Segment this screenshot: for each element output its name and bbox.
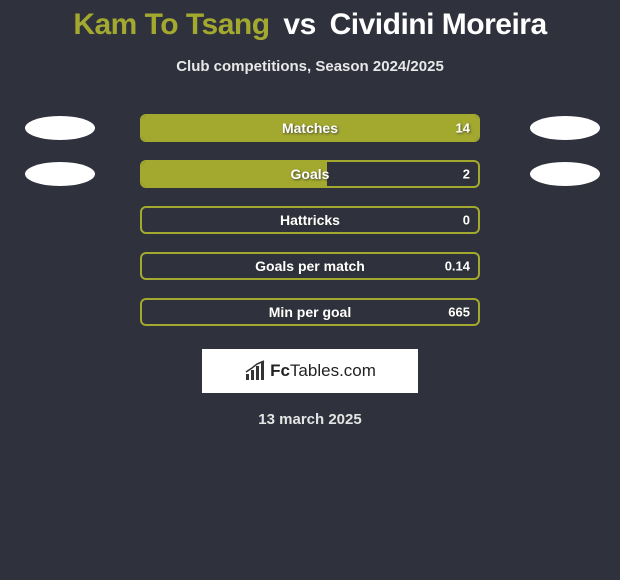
stat-row: Matches 14 [0, 105, 620, 151]
player1-pill [25, 116, 95, 140]
subtitle: Club competitions, Season 2024/2025 [0, 58, 620, 75]
stat-row: Goals 2 [0, 151, 620, 197]
stat-bar: Goals per match 0.14 [140, 252, 480, 280]
stat-value-right: 2 [463, 167, 470, 182]
chart-icon [244, 360, 266, 382]
stat-bar: Goals 2 [140, 160, 480, 188]
brand-badge: FcTables.com [202, 349, 418, 393]
brand-suffix: Tables.com [290, 361, 376, 380]
brand-text: FcTables.com [270, 361, 376, 381]
stat-row: Min per goal 665 [0, 289, 620, 335]
stat-bar: Hattricks 0 [140, 206, 480, 234]
player2-pill [530, 162, 600, 186]
stat-value-right: 14 [456, 121, 470, 136]
player2-name: Cividini Moreira [330, 8, 547, 41]
stat-label: Min per goal [269, 304, 351, 320]
stat-bar: Matches 14 [140, 114, 480, 142]
date-label: 13 march 2025 [0, 411, 620, 428]
stat-value-right: 0 [463, 213, 470, 228]
vs-label: vs [283, 8, 315, 41]
stat-bar: Min per goal 665 [140, 298, 480, 326]
stat-label: Goals per match [255, 258, 365, 274]
stat-value-right: 0.14 [445, 259, 470, 274]
stat-label: Matches [282, 120, 338, 136]
brand-prefix: Fc [270, 361, 290, 380]
player2-pill [530, 116, 600, 140]
player1-name: Kam To Tsang [73, 8, 269, 41]
stat-label: Hattricks [280, 212, 340, 228]
comparison-chart: Matches 14 Goals 2 Hattricks 0 Goals per match… [0, 105, 620, 335]
player1-pill [25, 162, 95, 186]
page-title: Kam To Tsang vs Cividini Moreira [0, 0, 620, 42]
stat-label: Goals [291, 166, 330, 182]
stat-value-right: 665 [448, 305, 470, 320]
stat-row: Hattricks 0 [0, 197, 620, 243]
stat-row: Goals per match 0.14 [0, 243, 620, 289]
